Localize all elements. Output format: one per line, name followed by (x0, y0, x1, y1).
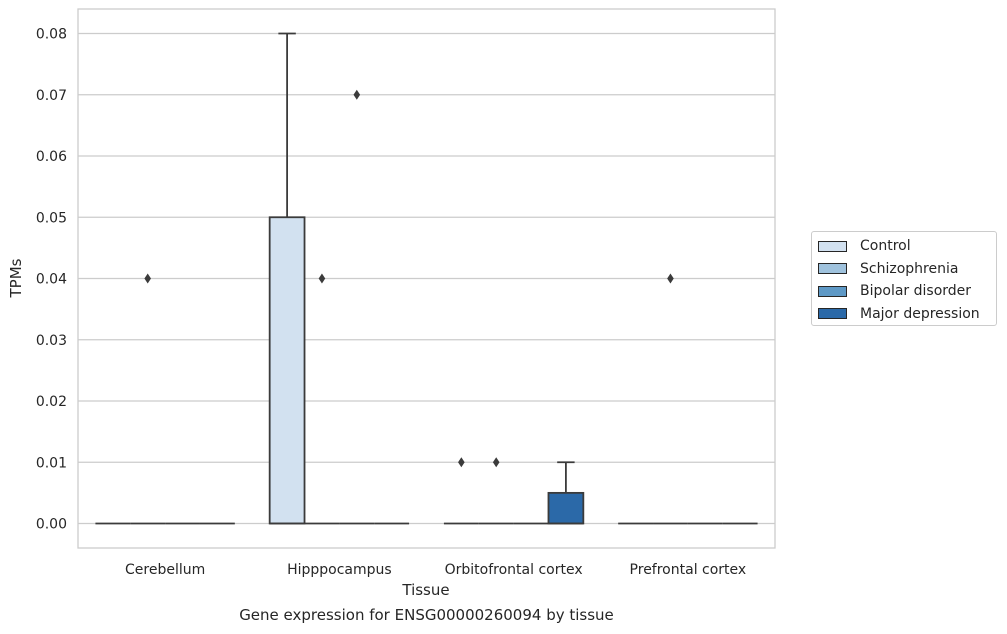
box-group (268, 32, 306, 525)
outlier-point (458, 457, 465, 468)
plot-frame (77, 8, 776, 549)
outlier-point (144, 273, 151, 284)
box-group (304, 273, 340, 525)
y-tick-label: 0.01 (36, 455, 67, 471)
y-tick-label: 0.06 (36, 149, 67, 165)
y-tick-label: 0.03 (36, 333, 67, 349)
outlier-point (318, 273, 326, 284)
legend-label: Schizophrenia (860, 260, 959, 277)
outlier-point (667, 273, 674, 284)
outlier-point (353, 89, 361, 100)
y-tick-label: 0.08 (36, 27, 67, 43)
x-tick-label: Orbitofrontal cortex (445, 562, 583, 578)
x-axis-title: Tissue (401, 581, 449, 599)
gridlines (78, 32, 775, 525)
legend-item: Schizophrenia (818, 260, 958, 278)
box-group (547, 461, 585, 525)
legend-item: Major depression (818, 305, 980, 323)
legend-item: Bipolar disorder (818, 282, 971, 300)
outlier-point (492, 457, 500, 468)
legend-swatch (818, 285, 847, 297)
legend-label: Control (860, 238, 911, 254)
x-tick-label: Prefrontal cortex (630, 562, 747, 578)
legend-label: Bipolar disorder (860, 283, 972, 299)
box-body (268, 216, 306, 525)
box-group (443, 457, 479, 525)
y-tick-label: 0.04 (36, 272, 67, 288)
legend-label: Major depression (860, 305, 980, 322)
legend: Control Schizophrenia Bipolar disorder Majo… (811, 231, 997, 326)
x-tick-label: Hipppocampus (287, 562, 392, 578)
x-axis-ticks: Cerebellum Hipppocampus Orbitofrontal cort… (125, 562, 746, 578)
y-axis-title: TPMs (7, 258, 25, 298)
y-tick-label: 0.00 (36, 517, 67, 533)
legend-swatch (818, 240, 847, 252)
legend-swatch (818, 308, 847, 319)
box-group (130, 273, 166, 525)
chart-caption: Gene expression for ENSG00000260094 by t… (239, 606, 614, 624)
x-tick-label: Cerebellum (125, 562, 205, 578)
box-body (547, 491, 585, 525)
y-tick-label: 0.02 (36, 394, 67, 410)
box-group (339, 89, 375, 525)
y-axis-ticks: 0.00 0.01 0.02 0.03 0.04 0.05 0.06 0.07 0.08 (36, 27, 67, 533)
y-tick-label: 0.05 (36, 210, 67, 226)
legend-item: Control (818, 237, 911, 255)
legend-swatch (818, 263, 847, 274)
box-group (653, 273, 688, 525)
box-marks (95, 32, 758, 525)
y-tick-label: 0.07 (36, 88, 67, 104)
box-group (478, 457, 514, 525)
